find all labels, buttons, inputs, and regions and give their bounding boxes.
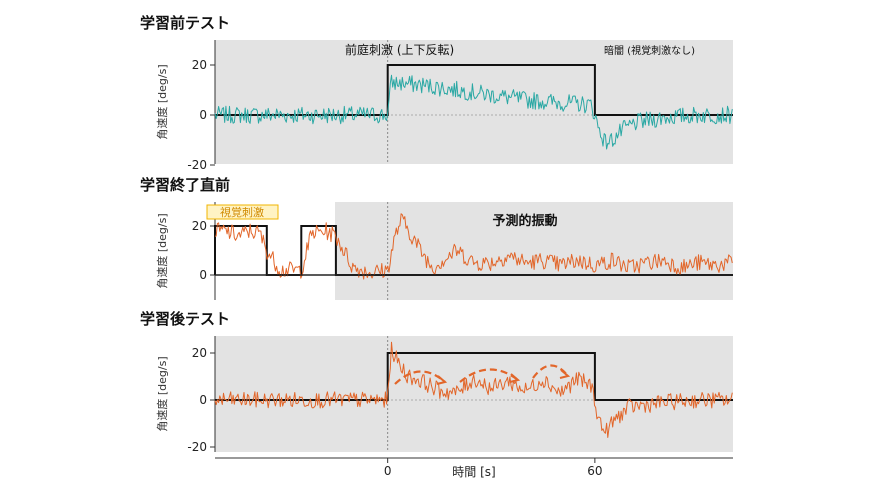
stimulus-line xyxy=(215,352,733,401)
panel-3: 学習後テスト 20 0 -20 角速度 [deg/s] 0 60 時間 [s] xyxy=(140,310,733,479)
panel-title: 学習終了直前 xyxy=(140,176,230,194)
plot-background xyxy=(215,40,733,164)
annotation-vestibular-stimulus: 前庭刺激 (上下反転) xyxy=(345,42,454,57)
y-tick-label: -20 xyxy=(187,440,207,454)
y-tick-label: 0 xyxy=(199,268,207,282)
measured-velocity-line xyxy=(214,213,733,280)
arrowhead xyxy=(509,373,521,383)
panel-title: 学習後テスト xyxy=(140,310,230,328)
measured-velocity-line xyxy=(214,74,733,150)
annotation-darkness: 暗闇 (視覚刺激なし) xyxy=(604,44,695,57)
plot-background xyxy=(215,336,733,452)
panel-title: 学習前テスト xyxy=(140,14,230,32)
y-tick-label: 0 xyxy=(199,108,207,122)
arrowhead xyxy=(559,369,571,379)
measured-velocity-line xyxy=(214,341,733,438)
visual-stimulus-label-box xyxy=(206,204,279,220)
y-tick-label: 20 xyxy=(192,219,207,233)
plot-background xyxy=(335,202,733,300)
y-tick-label: 0 xyxy=(199,393,207,407)
y-axis-label: 角速度 [deg/s] xyxy=(155,356,169,431)
y-axis-label: 角速度 [deg/s] xyxy=(155,213,169,288)
panels: 学習前テスト 20 0 -20 角速度 [deg/s] 前庭刺激 (上下反転) 暗闇 (視覚… xyxy=(140,14,733,479)
annotation-predictive-oscillation: 予測的振動 xyxy=(492,213,557,229)
y-tick-label: 20 xyxy=(192,346,207,360)
annotation-visual-stimulus: 視覚刺激 xyxy=(220,205,264,219)
y-axis-label: 角速度 [deg/s] xyxy=(155,64,169,139)
panel-1: 学習前テスト 20 0 -20 角速度 [deg/s] 前庭刺激 (上下反転) 暗闇 (視覚… xyxy=(140,14,733,172)
x-axis-label: 時間 [s] xyxy=(452,465,495,479)
x-tick-label: 60 xyxy=(587,464,602,478)
arrowhead xyxy=(436,375,448,385)
y-tick-label: -20 xyxy=(187,158,207,172)
y-tick-label: 20 xyxy=(192,58,207,72)
x-tick-label: 0 xyxy=(384,464,392,478)
predictive-oscillation-arrow xyxy=(394,370,446,385)
